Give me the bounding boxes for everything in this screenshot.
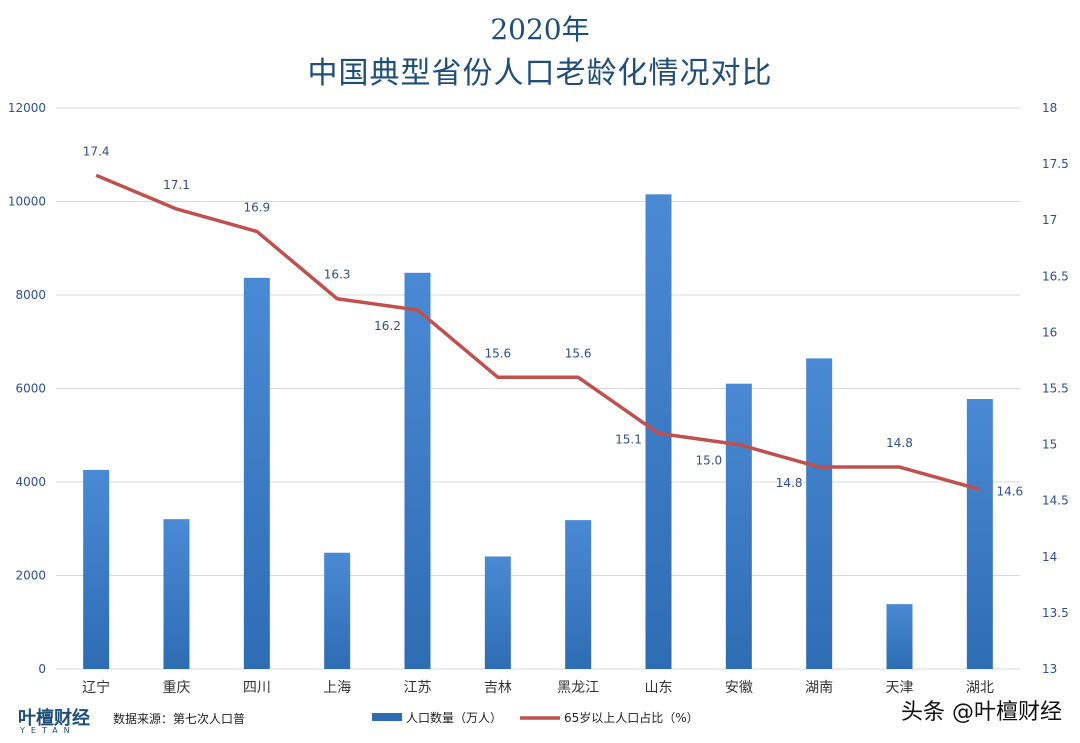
bar (163, 519, 190, 669)
line-data-label: 15.1 (615, 432, 642, 446)
line-data-label: 17.4 (83, 144, 110, 158)
y-right-tick-label: 14 (1042, 550, 1057, 564)
y-left-tick-label: 12000 (8, 101, 46, 115)
x-tick-label: 辽宁 (82, 679, 110, 696)
y-right-tick-label: 17 (1042, 213, 1057, 227)
y-right-tick-label: 14.5 (1042, 494, 1069, 508)
y-right-tick-label: 18 (1042, 101, 1057, 115)
watermark-text: 头条 @叶檀财经 (901, 700, 1062, 725)
x-tick-label: 山东 (645, 680, 673, 696)
line-data-label: 14.8 (886, 436, 913, 450)
x-tick-label: 黑龙江 (557, 680, 599, 696)
x-tick-label: 天津 (886, 680, 914, 696)
y-left-tick-label: 0 (38, 662, 46, 676)
bar (243, 277, 270, 669)
y-right-tick-label: 16.5 (1042, 269, 1069, 283)
line-data-label: 14.8 (776, 476, 803, 490)
x-tick-label: 重庆 (163, 680, 191, 696)
line-data-label: 14.6 (996, 484, 1023, 498)
x-tick-label: 上海 (323, 680, 351, 696)
y-left-tick-label: 4000 (15, 475, 46, 489)
y-right-tick-label: 17.5 (1042, 157, 1069, 171)
chart-subtitle: 中国典型省份人口老龄化情况对比 (307, 56, 773, 91)
y-right-tick-label: 16 (1042, 325, 1057, 339)
line-data-label: 17.1 (163, 178, 190, 192)
legend-label-line: 65岁以上人口占比（%） (564, 710, 699, 725)
bar (725, 383, 752, 669)
bar (83, 469, 110, 669)
x-tick-label: 四川 (243, 680, 271, 696)
x-tick-label: 安徽 (725, 680, 753, 696)
legend-swatch-bar (372, 713, 402, 721)
x-tick-label: 湖北 (966, 680, 994, 696)
x-tick-label: 江苏 (404, 680, 432, 696)
bar (886, 604, 913, 669)
line-data-label: 16.9 (243, 200, 270, 214)
brand-logo-sub: YETAN (20, 726, 76, 735)
bar (324, 552, 351, 669)
y-right-tick-label: 13.5 (1042, 606, 1069, 620)
y-right-tick-label: 15 (1042, 438, 1057, 452)
y-left-tick-label: 10000 (8, 195, 46, 209)
line-data-label: 16.2 (374, 319, 401, 333)
data-source-note: 数据来源：第七次人口普 (113, 712, 246, 726)
line-data-label: 16.3 (324, 268, 351, 282)
x-tick-label: 湖南 (805, 680, 833, 696)
line-series (95, 173, 981, 492)
y-left-tick-label: 8000 (15, 288, 46, 302)
y-right-tick-label: 15.5 (1042, 382, 1069, 396)
line-data-label: 15.6 (565, 346, 592, 360)
bar (565, 520, 592, 669)
line-data-label: 15.6 (484, 346, 511, 360)
brand-logo: 叶檀财经 (18, 708, 90, 729)
line-data-label: 15.0 (695, 454, 722, 468)
y-right-tick-label: 13 (1042, 662, 1057, 676)
x-tick-label: 吉林 (484, 680, 512, 696)
y-left-tick-label: 6000 (15, 382, 46, 396)
bar (484, 556, 511, 669)
y-left-tick-label: 2000 (15, 569, 46, 583)
legend-label-bar: 人口数量（万人） (406, 710, 502, 725)
chart-title: 2020年 (490, 13, 590, 46)
bar (404, 272, 431, 669)
bar (806, 358, 833, 669)
bar (966, 399, 993, 669)
